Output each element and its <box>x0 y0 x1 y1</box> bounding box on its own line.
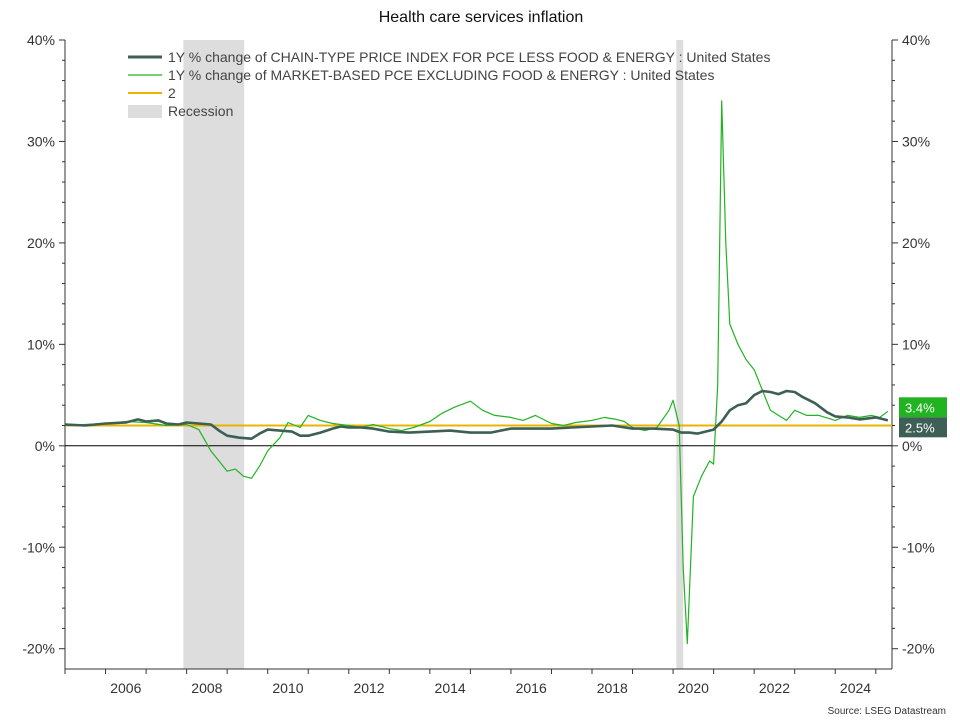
x-tick-label: 2020 <box>678 680 709 696</box>
y-tick-label-left: 20% <box>27 235 55 251</box>
y-tick-label-left: 40% <box>27 32 55 48</box>
y-tick-label-right: -10% <box>902 539 935 555</box>
axes: -20% -20% -10% -10% 0% 0% 10% 10% 20% 20% 30% 30% 40… <box>22 32 934 696</box>
series-lines <box>64 100 889 645</box>
legend-label-core-pce: 1Y % change of CHAIN-TYPE PRICE INDEX FO… <box>168 49 770 65</box>
x-tick-label: 2024 <box>840 680 871 696</box>
x-tick-label: 2008 <box>191 680 222 696</box>
end-value-badges: 3.4% 2.5% <box>899 397 947 438</box>
x-tick-label: 2014 <box>435 680 466 696</box>
legend: 1Y % change of CHAIN-TYPE PRICE INDEX FO… <box>128 49 770 119</box>
recession-band-0 <box>183 40 245 669</box>
y-tick-label-left: -10% <box>22 539 55 555</box>
recession-band-1 <box>676 40 684 669</box>
y-tick-label-right: 40% <box>902 32 930 48</box>
legend-label-recession: Recession <box>168 103 233 119</box>
y-tick-label-right: 10% <box>902 336 930 352</box>
end-badge-label-0: 3.4% <box>905 400 935 415</box>
series-line-market-pce <box>64 100 889 645</box>
x-tick-label: 2016 <box>516 680 547 696</box>
chart-title: Health care services inflation <box>379 9 584 26</box>
source-note: Source: LSEG Datastream <box>828 706 946 717</box>
end-badge-0 <box>899 397 947 418</box>
x-tick-label: 2022 <box>759 680 790 696</box>
y-tick-label-right: 20% <box>902 235 930 251</box>
y-tick-label-right: 30% <box>902 133 930 149</box>
end-badge-1 <box>899 417 947 438</box>
x-tick-label: 2010 <box>272 680 303 696</box>
legend-label-reference: 2 <box>168 85 176 101</box>
y-tick-label-right: 0% <box>902 438 922 454</box>
y-tick-label-left: 10% <box>27 336 55 352</box>
series-line-core-pce <box>64 389 889 441</box>
y-tick-label-right: -20% <box>902 641 935 657</box>
end-badge-label-1: 2.5% <box>905 420 935 435</box>
legend-label-market-pce: 1Y % change of MARKET-BASED PCE EXCLUDIN… <box>168 67 714 83</box>
recession-bands <box>183 40 684 669</box>
y-tick-label-left: 30% <box>27 133 55 149</box>
y-tick-label-left: 0% <box>35 438 55 454</box>
x-tick-label: 2006 <box>110 680 141 696</box>
y-tick-label-left: -20% <box>22 641 55 657</box>
x-tick-label: 2012 <box>353 680 384 696</box>
x-tick-label: 2018 <box>597 680 628 696</box>
legend-swatch-recession <box>128 105 162 118</box>
